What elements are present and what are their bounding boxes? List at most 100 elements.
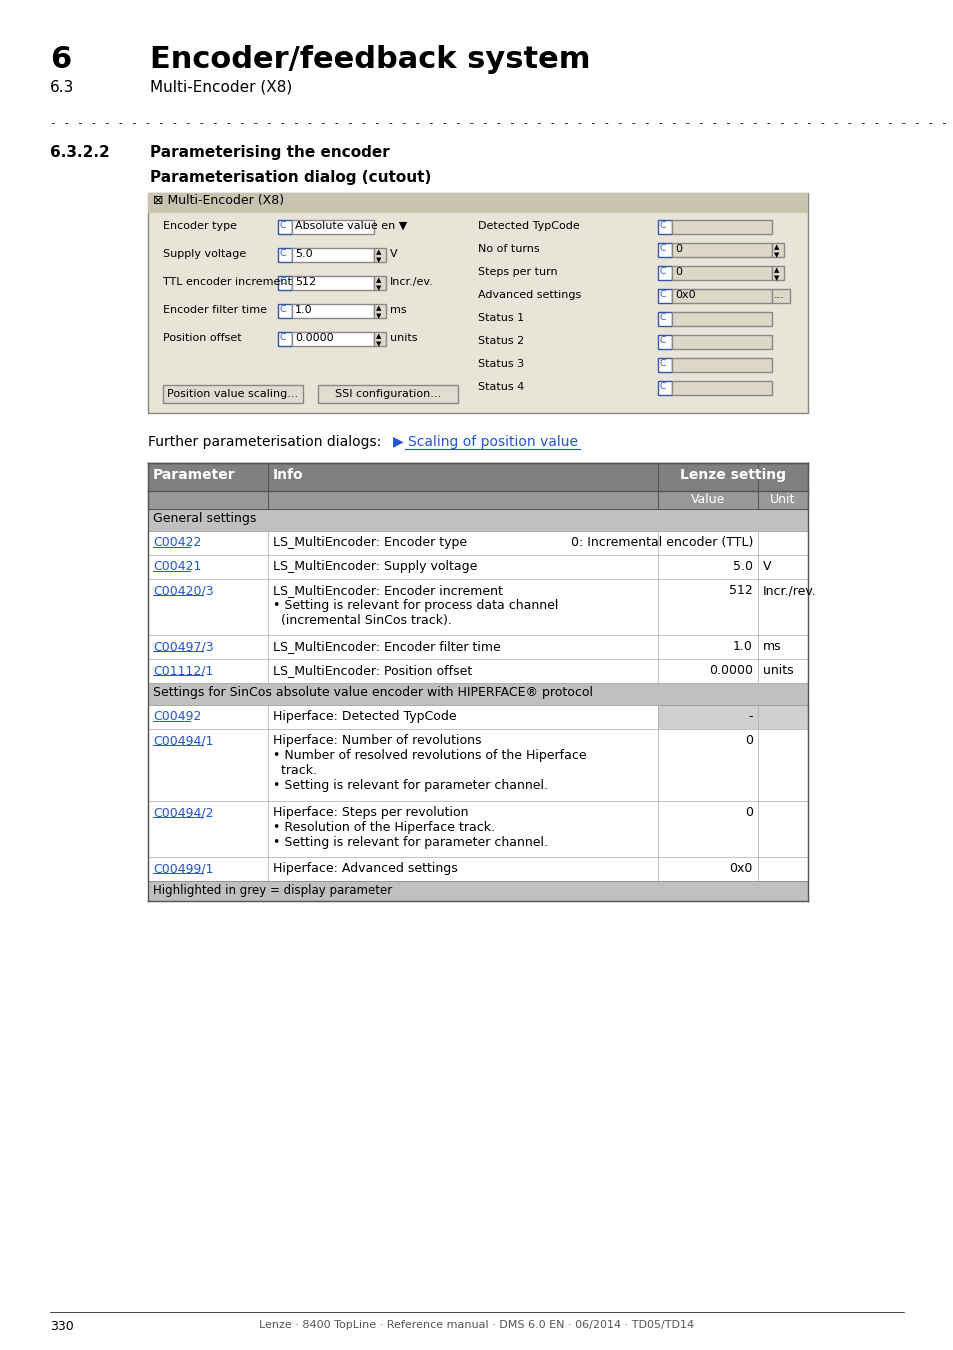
Text: 0.0000: 0.0000 <box>294 333 334 343</box>
Text: Hiperface: Advanced settings: Hiperface: Advanced settings <box>273 863 457 875</box>
Text: 1.0: 1.0 <box>294 305 313 315</box>
Text: Status 4: Status 4 <box>477 382 524 391</box>
Bar <box>374 332 386 346</box>
Text: • Setting is relevant for process data channel: • Setting is relevant for process data c… <box>273 599 558 612</box>
Text: Hiperface: Detected TypCode: Hiperface: Detected TypCode <box>273 710 456 724</box>
Bar <box>658 220 671 234</box>
Bar <box>292 275 374 290</box>
Text: 5.0: 5.0 <box>294 248 313 259</box>
Bar <box>671 243 771 256</box>
Text: -: - <box>748 710 752 724</box>
Bar <box>658 381 671 396</box>
Text: C: C <box>280 221 286 230</box>
Text: C: C <box>659 244 665 252</box>
Text: C00499/1: C00499/1 <box>152 863 213 875</box>
Bar <box>148 705 807 729</box>
Text: C: C <box>659 267 665 275</box>
Bar <box>148 634 807 659</box>
Text: 512: 512 <box>728 585 752 597</box>
Text: LS_MultiEncoder: Encoder filter time: LS_MultiEncoder: Encoder filter time <box>273 640 500 653</box>
Text: Detected TypCode: Detected TypCode <box>477 221 579 231</box>
Text: LS_MultiEncoder: Encoder type: LS_MultiEncoder: Encoder type <box>273 536 467 549</box>
Bar <box>317 385 457 404</box>
Bar <box>771 243 783 256</box>
Text: Status 2: Status 2 <box>477 336 524 346</box>
Text: • Setting is relevant for parameter channel.: • Setting is relevant for parameter chan… <box>273 836 547 849</box>
Text: ▲
▼: ▲ ▼ <box>375 305 381 320</box>
Text: C: C <box>280 305 286 315</box>
Text: 0: 0 <box>744 806 752 819</box>
Text: • Resolution of the Hiperface track.: • Resolution of the Hiperface track. <box>273 821 495 834</box>
Bar <box>658 289 671 302</box>
Text: C00422: C00422 <box>152 536 201 549</box>
Bar <box>148 857 807 882</box>
Text: Lenze setting: Lenze setting <box>679 468 785 482</box>
Bar <box>658 335 671 350</box>
Text: C00494/1: C00494/1 <box>152 734 213 747</box>
Text: units: units <box>762 664 793 676</box>
Text: 1.0: 1.0 <box>732 640 752 653</box>
Text: 0: 0 <box>675 267 681 277</box>
Text: (incremental SinCos track).: (incremental SinCos track). <box>273 614 452 626</box>
Text: Unit: Unit <box>769 493 795 506</box>
Text: Further parameterisation dialogs:: Further parameterisation dialogs: <box>148 435 385 450</box>
Text: 5.0: 5.0 <box>732 560 752 572</box>
Text: 0x0: 0x0 <box>729 863 752 875</box>
Text: 0: 0 <box>744 734 752 747</box>
Text: General settings: General settings <box>152 512 256 525</box>
Text: Status 1: Status 1 <box>477 313 523 323</box>
Text: ▲
▼: ▲ ▼ <box>375 277 381 292</box>
Text: C: C <box>659 359 665 369</box>
Text: 0.0000: 0.0000 <box>708 664 752 676</box>
Text: - - - - - - - - - - - - - - - - - - - - - - - - - - - - - - - - - - - - - - - - : - - - - - - - - - - - - - - - - - - - - … <box>50 117 953 128</box>
Text: C00494/2: C00494/2 <box>152 806 213 819</box>
Text: Steps per turn: Steps per turn <box>477 267 558 277</box>
Text: ▲
▼: ▲ ▼ <box>375 248 381 263</box>
Bar <box>374 248 386 262</box>
Text: 6.3.2.2: 6.3.2.2 <box>50 144 110 161</box>
Bar <box>148 801 807 857</box>
Text: 0: 0 <box>675 244 681 254</box>
Bar <box>671 381 771 396</box>
Bar <box>658 358 671 373</box>
Bar <box>671 335 771 350</box>
Text: 330: 330 <box>50 1320 73 1332</box>
Text: C: C <box>280 277 286 286</box>
Bar <box>277 304 292 319</box>
Bar <box>148 193 807 413</box>
Bar <box>771 289 789 302</box>
Bar <box>148 729 807 801</box>
Text: LS_MultiEncoder: Encoder increment: LS_MultiEncoder: Encoder increment <box>273 585 502 597</box>
Text: 512: 512 <box>294 277 315 288</box>
Text: Hiperface: Steps per revolution: Hiperface: Steps per revolution <box>273 806 468 819</box>
Text: V: V <box>762 560 771 572</box>
Text: SSI configuration...: SSI configuration... <box>335 389 440 400</box>
Bar <box>148 683 807 705</box>
Text: Absolute value en ▼: Absolute value en ▼ <box>294 221 407 231</box>
Bar <box>671 312 771 325</box>
Text: C00421: C00421 <box>152 560 201 572</box>
Bar <box>658 266 671 279</box>
Text: No of turns: No of turns <box>477 244 539 254</box>
Text: ms: ms <box>762 640 781 653</box>
Bar <box>148 509 807 531</box>
Bar <box>148 531 807 555</box>
Text: Status 3: Status 3 <box>477 359 523 369</box>
Text: 6: 6 <box>50 45 71 74</box>
Text: ms: ms <box>390 305 406 315</box>
Bar <box>148 882 807 900</box>
Bar <box>658 705 807 729</box>
Text: Parameter: Parameter <box>152 468 235 482</box>
Text: Parameterising the encoder: Parameterising the encoder <box>150 144 390 161</box>
Bar <box>771 266 783 279</box>
Text: C: C <box>659 290 665 298</box>
Text: C00497/3: C00497/3 <box>152 640 213 653</box>
Text: LS_MultiEncoder: Position offset: LS_MultiEncoder: Position offset <box>273 664 472 676</box>
Text: ⊠ Multi-Encoder (X8): ⊠ Multi-Encoder (X8) <box>152 194 284 207</box>
Bar <box>671 358 771 373</box>
Text: C: C <box>659 221 665 230</box>
Text: Advanced settings: Advanced settings <box>477 290 580 300</box>
Text: Value: Value <box>690 493 724 506</box>
Text: ▲
▼: ▲ ▼ <box>375 333 381 347</box>
Text: Supply voltage: Supply voltage <box>163 248 246 259</box>
